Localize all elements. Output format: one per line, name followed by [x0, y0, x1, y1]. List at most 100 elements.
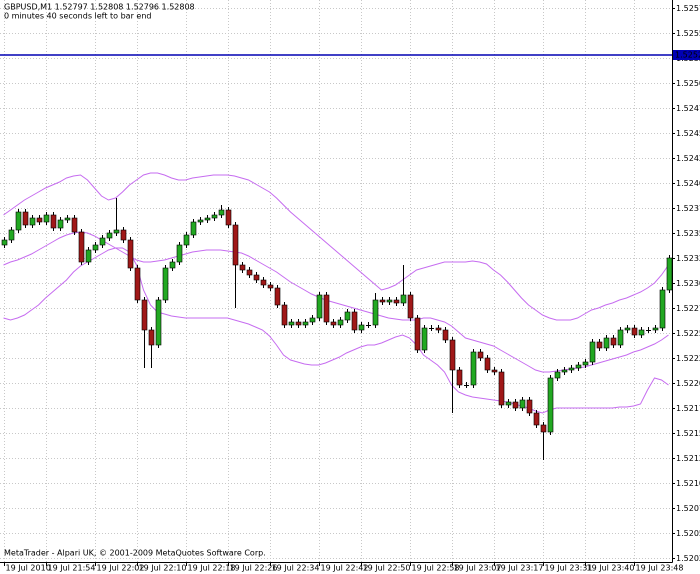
candle-body: [646, 330, 651, 331]
candle-body: [204, 217, 211, 221]
y-tick-label: 1.52100: [676, 479, 700, 488]
candle-body: [155, 299, 162, 346]
candle-body: [366, 325, 371, 326]
footer: MetaTrader - Alpari UK, © 2001-2009 Meta…: [4, 549, 266, 558]
x-tick-label: 19 Jul 22:50: [363, 564, 411, 573]
y-tick-label: 1.52425: [676, 154, 700, 163]
candle-body: [505, 401, 512, 406]
candle-body: [421, 327, 428, 351]
candle-body: [29, 217, 36, 226]
candle-body: [456, 369, 463, 386]
candle-body: [464, 385, 469, 386]
candle-body: [610, 337, 617, 346]
chart-subtitle: 0 minutes 40 seconds left to bar end: [4, 12, 151, 21]
candle-body: [323, 294, 330, 323]
y-tick-label: 1.52175: [676, 404, 700, 413]
level-label: 1.52528: [675, 51, 700, 60]
x-tick-label: 19 Jul 22:18: [188, 564, 236, 573]
candle-body: [393, 299, 400, 304]
y-tick-label: 1.52550: [676, 29, 700, 38]
candle-body: [239, 264, 246, 271]
candle-body: [113, 229, 120, 234]
candle-body: [8, 229, 15, 241]
candle-body: [162, 267, 169, 301]
candle-body: [337, 319, 344, 326]
candle-body: [484, 357, 491, 371]
candle-body: [197, 219, 204, 223]
bollinger-band: [3, 172, 669, 321]
x-tick-label: 19 Jul 2010: [6, 564, 51, 573]
candle-body: [106, 232, 113, 239]
candle-body: [64, 217, 71, 221]
candle-body: [526, 399, 533, 414]
candle-body: [568, 367, 575, 371]
y-tick-label: 1.52450: [676, 129, 700, 138]
candle-body: [267, 284, 274, 289]
candle-body: [141, 299, 148, 331]
x-tick-label: 19 Jul 23:31: [545, 564, 593, 573]
candle-body: [183, 234, 190, 246]
candle-body: [253, 274, 260, 281]
y-tick-label: 1.52375: [676, 204, 700, 213]
candle-body: [71, 217, 78, 233]
candle-body: [344, 311, 351, 321]
x-tick-label: 19 Jul 22:02: [97, 564, 145, 573]
candle-body: [211, 214, 218, 219]
candle-body: [190, 221, 197, 236]
x-tick-label: 19 Jul 21:54: [48, 564, 96, 573]
candle-body: [232, 224, 239, 266]
candle-body: [36, 217, 43, 223]
candle-body: [120, 229, 127, 241]
candle-body: [99, 237, 106, 246]
x-tick-label: 19 Jul 22:10: [139, 564, 187, 573]
y-tick-label: 1.52475: [676, 104, 700, 113]
candle-body: [624, 327, 631, 331]
candle-body: [22, 211, 29, 226]
candle-body: [631, 327, 638, 336]
bollinger-band: [3, 247, 669, 414]
candle-body: [288, 321, 295, 326]
candle-body: [659, 289, 666, 329]
candle-body: [386, 299, 393, 303]
candle-body: [274, 287, 281, 306]
x-tick-label: 19 Jul 23:07: [454, 564, 502, 573]
x-tick-label: 19 Jul 23:40: [587, 564, 635, 573]
candle-body: [407, 294, 414, 319]
candle-body: [561, 369, 568, 373]
x-tick-label: 19 Jul 22:58: [412, 564, 460, 573]
candle-body: [414, 317, 421, 351]
candle-body: [134, 267, 141, 301]
y-tick-label: 1.52200: [676, 379, 700, 388]
candle-body: [533, 412, 540, 426]
candle-body: [302, 321, 309, 326]
candle-body: [372, 299, 379, 326]
y-tick-label: 1.52350: [676, 229, 700, 238]
candle-body: [351, 311, 358, 331]
y-tick-label: 1.52025: [676, 554, 700, 563]
y-tick-label: 1.52500: [676, 79, 700, 88]
candle-body: [652, 327, 659, 331]
candle-body: [603, 337, 610, 349]
candle-body: [575, 364, 582, 369]
candle-body: [596, 341, 603, 349]
candle-body: [379, 299, 386, 303]
x-tick-label: 19 Jul 23:17: [496, 564, 544, 573]
candle-body: [512, 401, 519, 409]
y-tick-label: 1.52300: [676, 279, 700, 288]
y-tick-label: 1.52575: [676, 4, 700, 13]
candle-body: [50, 214, 57, 229]
candle-body: [477, 351, 484, 359]
candle-body: [358, 324, 365, 331]
chart-title: GBPUSD,M1 1.52797 1.52808 1.52796 1.5280…: [4, 3, 195, 12]
candle-body: [638, 329, 645, 336]
y-tick-label: 1.52325: [676, 254, 700, 263]
candle-body: [295, 321, 302, 326]
candle-body: [127, 239, 134, 269]
candle-body: [491, 369, 498, 373]
candle-body: [540, 424, 547, 433]
candle-body: [57, 219, 64, 229]
y-tick-label: 1.52400: [676, 179, 700, 188]
candle-body: [148, 329, 155, 346]
candle-body: [429, 328, 434, 329]
candle-body: [92, 244, 99, 251]
